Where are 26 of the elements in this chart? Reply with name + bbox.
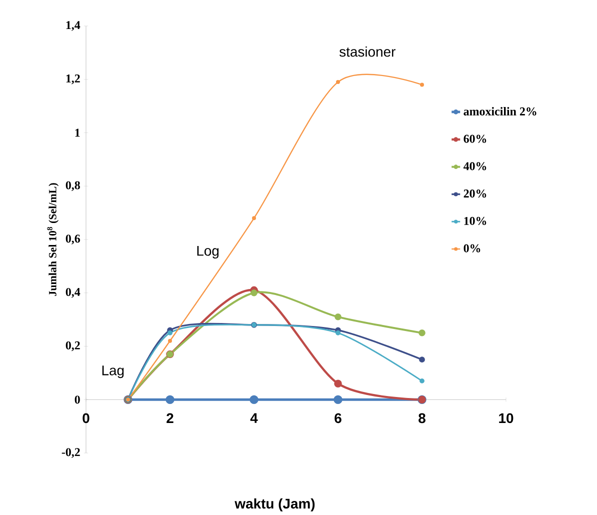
annotation: Lag <box>102 366 124 378</box>
x-tick-label: 8 <box>418 413 426 424</box>
legend-label: 0% <box>464 244 480 253</box>
legend-label: 60% <box>464 134 486 144</box>
y-tick-label: 1 <box>75 128 80 137</box>
legend-label: 10% <box>464 217 486 226</box>
y-tick-label: 0,8 <box>66 181 80 192</box>
y-axis-title: Jumlah Sel 10$^{8}$ (Sel/mL) <box>47 183 59 296</box>
x-tick-label: 0 <box>82 413 90 424</box>
y-tick-label: 1,2 <box>66 74 80 84</box>
x-tick-label: 10 <box>499 413 514 424</box>
annotation: Log <box>197 246 219 259</box>
x-tick-label: 2 <box>166 413 174 424</box>
x-axis-title: waktu (Jam) <box>234 498 315 512</box>
y-tick-label: 0,4 <box>66 288 80 298</box>
y-tick-label: 0,2 <box>66 341 80 352</box>
legend-label: amoxicilin 2% <box>464 107 536 116</box>
y-tick-label: 0,6 <box>66 234 80 245</box>
x-tick-label: 4 <box>250 413 258 423</box>
y-tick-label: 1,4 <box>66 21 80 32</box>
y-tick-label: 0 <box>74 396 80 404</box>
x-tick-label: 6 <box>334 413 342 424</box>
legend-label: 40% <box>463 162 486 170</box>
annotation: stasioner <box>339 46 396 57</box>
y-tick-label: -0,2 <box>62 448 80 458</box>
legend-label: 20% <box>464 190 486 198</box>
